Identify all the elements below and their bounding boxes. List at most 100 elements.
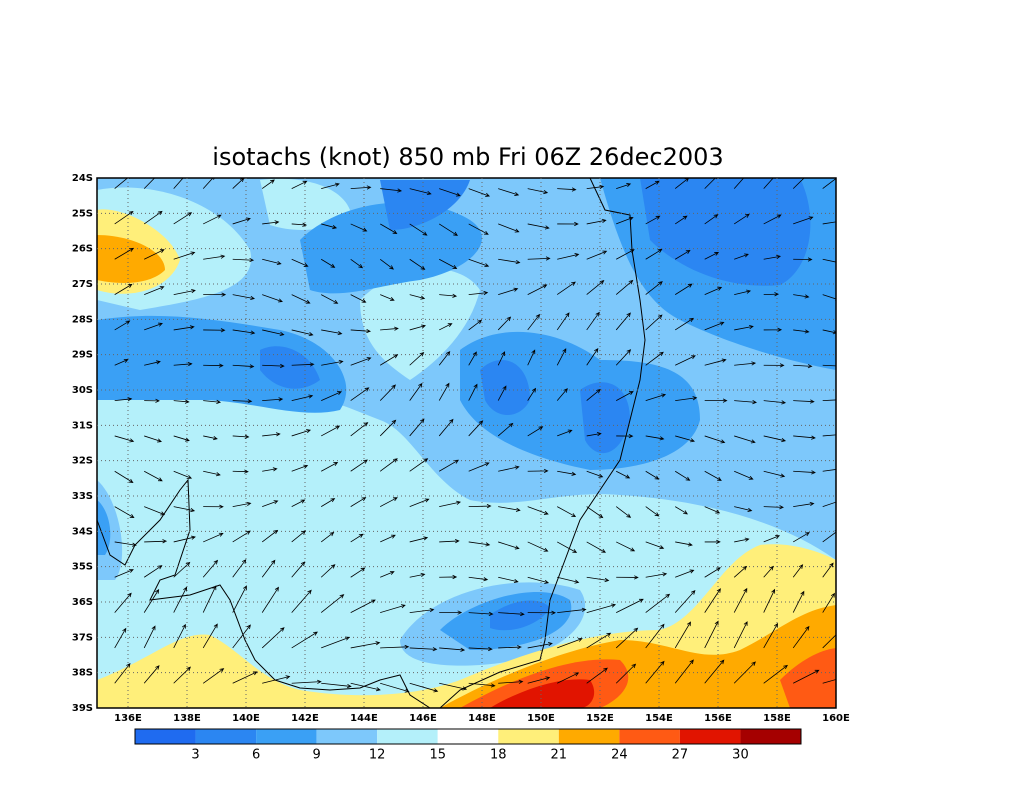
wind-arrow [645, 435, 665, 441]
wind-arrow [203, 254, 226, 260]
wind-arrow [291, 294, 311, 304]
wind-arrow [173, 535, 196, 543]
wind-arrow [645, 180, 660, 189]
wind-arrow [674, 590, 696, 613]
wind-arrow [114, 592, 132, 613]
wind-arrow [173, 251, 196, 260]
wind-arrow [734, 253, 749, 260]
wind-arrow [645, 623, 665, 649]
wind-arrow [822, 592, 835, 613]
wind-arrow [291, 394, 314, 401]
wind-arrow [232, 624, 251, 649]
wind-arrow [380, 294, 395, 301]
wind-arrow [733, 587, 748, 613]
wind-arrow [645, 248, 663, 260]
wind-arrow [822, 634, 836, 649]
wind-arrow [173, 178, 186, 189]
wind-arrow [173, 212, 193, 225]
wind-vectors [114, 178, 836, 693]
legend-label: 9 [312, 748, 320, 763]
wind-arrow [262, 363, 285, 369]
wind-arrow [114, 435, 135, 443]
wind-arrow [704, 435, 726, 444]
wind-arrow [321, 636, 350, 649]
wind-arrow [704, 286, 723, 295]
wind-arrow [616, 541, 636, 552]
wind-arrow [645, 314, 663, 331]
lon-label: 154E [645, 713, 673, 724]
wind-arrow [350, 294, 367, 303]
lon-label: 138E [173, 713, 201, 724]
wind-arrow [793, 470, 816, 475]
wind-arrow [409, 458, 429, 472]
wind-arrow [291, 631, 318, 649]
wind-arrow [497, 385, 507, 401]
wind-arrow [792, 590, 805, 613]
wind-arrow [733, 661, 756, 684]
wind-arrow [586, 347, 599, 366]
wind-arrow [763, 292, 780, 297]
lon-label: 142E [291, 713, 319, 724]
wind-arrow [674, 659, 694, 684]
wind-arrow [409, 682, 439, 693]
wind-arrow [645, 541, 665, 550]
wind-arrow [616, 433, 634, 439]
wind-arrow [320, 258, 336, 268]
wind-arrow [793, 399, 815, 404]
wind-arrow [645, 351, 664, 366]
wind-arrow [438, 418, 454, 437]
wind-arrow [586, 470, 604, 478]
wind-arrow [173, 288, 196, 295]
wind-arrow [350, 422, 369, 437]
wind-arrow [321, 223, 338, 230]
wind-arrow [468, 188, 491, 197]
legend-label: 27 [672, 748, 689, 763]
wind-arrow [733, 213, 750, 225]
wind-arrow [144, 470, 163, 482]
wind-arrow [498, 541, 520, 550]
wind-arrow [350, 328, 371, 334]
wind-arrow [232, 364, 255, 369]
wind-arrow [173, 325, 195, 331]
wind-arrow [320, 531, 335, 543]
wind-arrow [586, 250, 608, 260]
wind-arrow [763, 470, 786, 478]
wind-arrow [557, 506, 577, 518]
wind-arrow [674, 621, 691, 649]
wind-arrow [379, 354, 399, 366]
wind-arrow [350, 682, 381, 692]
lat-label: 35S [72, 562, 93, 573]
wind-arrow [232, 399, 253, 404]
wind-arrow [586, 541, 607, 553]
lon-label: 140E [232, 713, 260, 724]
wind-arrow [232, 329, 256, 335]
wind-arrow [557, 221, 579, 227]
wind-arrow [468, 611, 494, 616]
wind-arrow [734, 506, 753, 512]
wind-arrow [586, 431, 602, 437]
wind-arrow [203, 470, 221, 477]
lon-label: 160E [822, 713, 850, 724]
wind-arrow [556, 281, 576, 295]
wind-arrow [380, 644, 410, 650]
wind-arrow [291, 258, 309, 267]
wind-arrow [497, 351, 506, 366]
wind-arrow [557, 607, 587, 613]
wind-arrow [822, 501, 836, 507]
wind-arrow [203, 214, 222, 225]
wind-arrow [498, 258, 521, 265]
wind-arrow [674, 506, 688, 515]
wind-arrow [586, 388, 601, 401]
wind-arrow [379, 419, 397, 437]
wind-arrow [173, 361, 193, 367]
wind-arrow [350, 357, 372, 366]
wind-arrow [704, 251, 720, 260]
wind-arrow [261, 627, 285, 649]
wind-arrow [379, 258, 394, 270]
wind-arrow [792, 564, 804, 578]
lon-label: 150E [527, 713, 555, 724]
wind-arrow [586, 280, 605, 295]
isotach-field [97, 178, 836, 708]
wind-arrow [468, 541, 491, 547]
wind-arrow [114, 470, 134, 483]
